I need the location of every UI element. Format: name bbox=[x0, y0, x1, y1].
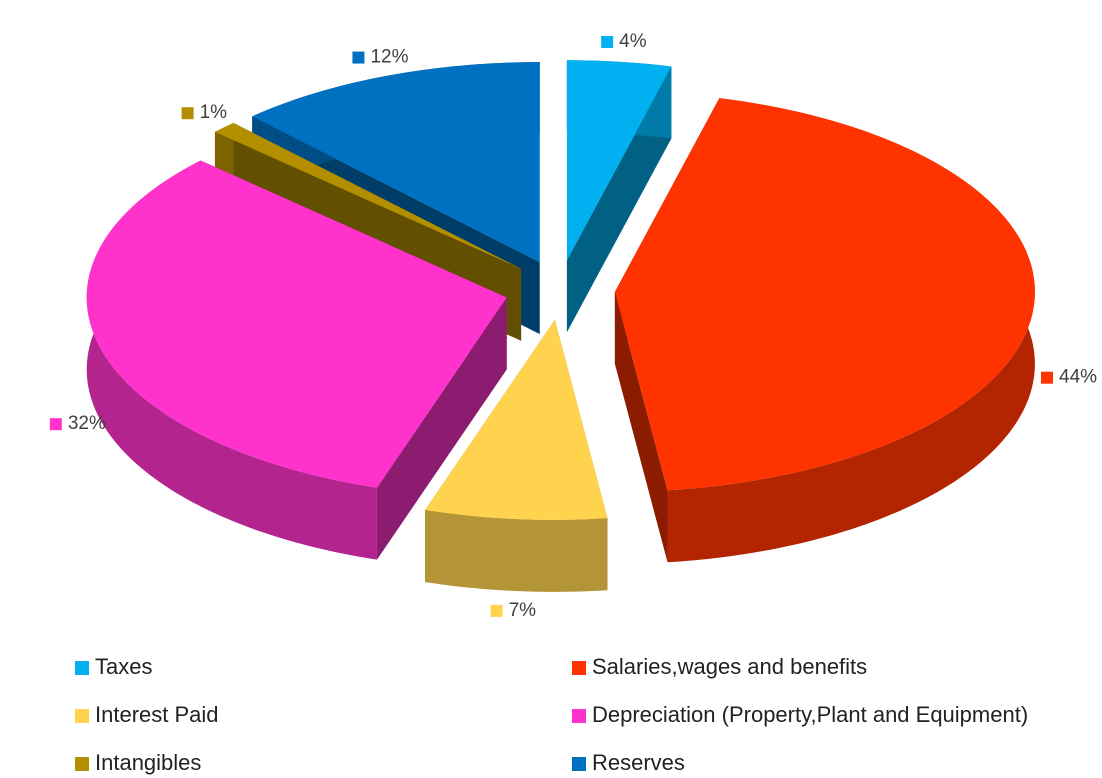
legend-label: Salaries,wages and benefits bbox=[592, 654, 867, 679]
slice-top bbox=[425, 319, 608, 520]
legend-swatch bbox=[572, 661, 586, 675]
label-marker bbox=[490, 604, 503, 617]
slice bbox=[86, 160, 507, 560]
slice bbox=[614, 98, 1035, 563]
slice bbox=[425, 319, 608, 592]
data-label: 12% bbox=[370, 47, 408, 68]
legend-swatch bbox=[75, 661, 89, 675]
legend-swatch bbox=[75, 709, 89, 723]
slice bbox=[566, 60, 672, 333]
label-marker bbox=[181, 107, 194, 120]
slice-side bbox=[86, 160, 377, 560]
legend-label: Intangibles bbox=[95, 750, 201, 775]
slice-top bbox=[252, 62, 540, 263]
legend-label: Reserves bbox=[592, 750, 685, 775]
slice-wall bbox=[376, 297, 507, 560]
label-marker bbox=[49, 418, 62, 431]
label-marker bbox=[352, 51, 365, 64]
slice-top bbox=[566, 60, 672, 261]
slice-top bbox=[86, 160, 507, 488]
data-label: 7% bbox=[509, 600, 537, 621]
slice-wall bbox=[614, 291, 668, 563]
label-marker bbox=[601, 35, 614, 48]
legend-label: Taxes bbox=[95, 654, 152, 679]
slice-top bbox=[614, 98, 1035, 491]
legend-swatch bbox=[572, 709, 586, 723]
data-label: 4% bbox=[619, 31, 647, 52]
legend-label: Depreciation (Property,Plant and Equipme… bbox=[592, 702, 1028, 727]
data-label: 44% bbox=[1059, 367, 1097, 388]
slice-top bbox=[214, 122, 522, 269]
legend-swatch bbox=[572, 757, 586, 771]
legend-swatch bbox=[75, 757, 89, 771]
legend-label: Interest Paid bbox=[95, 702, 219, 727]
data-label: 32% bbox=[68, 413, 106, 434]
label-marker bbox=[1041, 371, 1054, 384]
data-label: 1% bbox=[200, 102, 228, 123]
slice-side bbox=[425, 510, 608, 592]
